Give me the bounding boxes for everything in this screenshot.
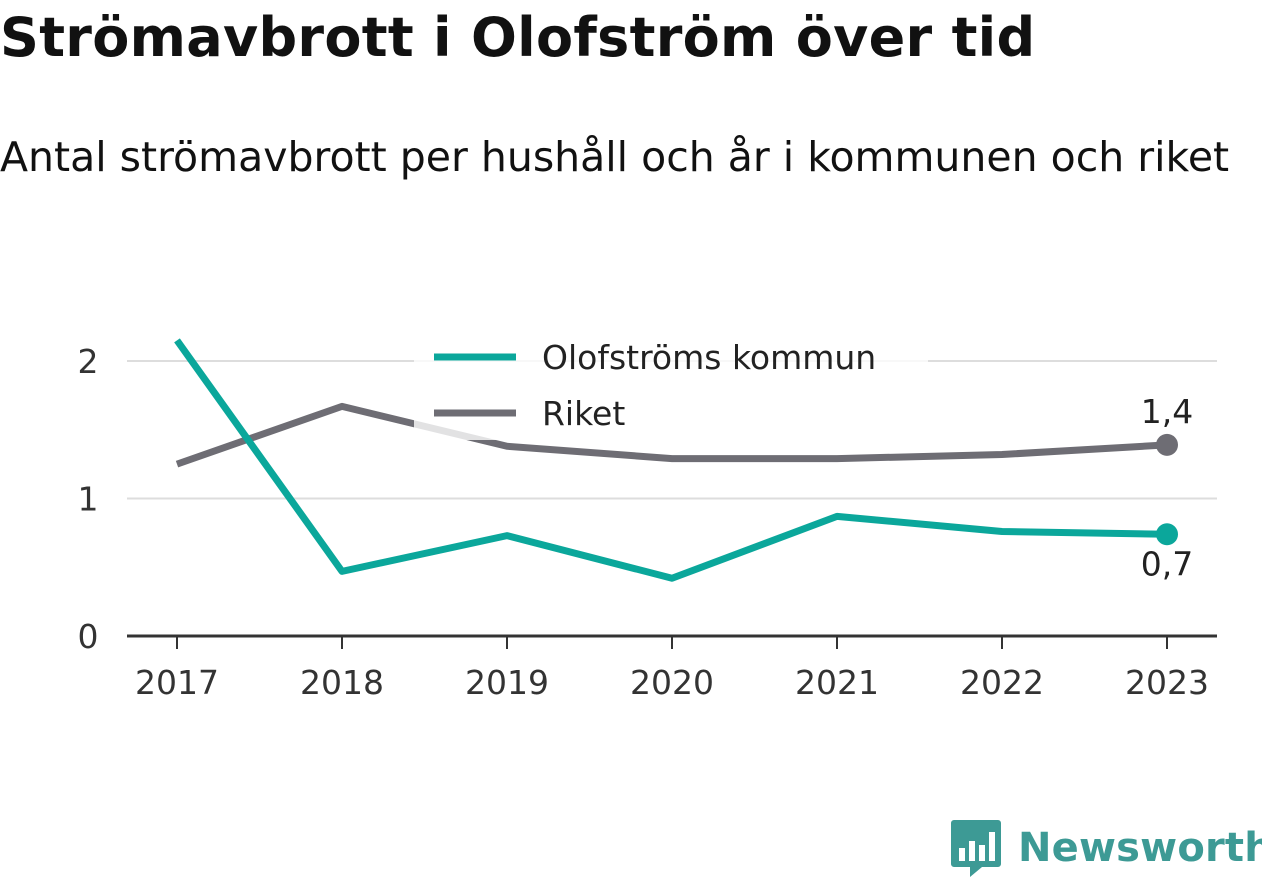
y-tick-label: 0 <box>78 617 99 656</box>
series-lines <box>174 338 1168 582</box>
newsworthy-chart-logo-icon <box>951 820 1001 877</box>
x-tick-label: 2023 <box>1125 663 1209 702</box>
series-endpoint-dot <box>1156 433 1178 456</box>
newsworthy-brand: Newsworthy <box>950 818 1262 878</box>
y-tick-label: 1 <box>78 480 99 519</box>
x-tick-label: 2018 <box>300 663 384 702</box>
x-axis-labels: 2017 2018 2019 2020 2021 2022 2023 <box>135 663 1209 702</box>
legend-label: Riket <box>542 394 625 433</box>
brand-name: Newsworthy <box>1018 825 1262 871</box>
legend-label: Olofströms kommun <box>542 338 876 377</box>
x-tick-label: 2017 <box>135 663 219 702</box>
series-line-1 <box>175 402 1168 468</box>
series-endpoint-dot <box>1156 523 1178 546</box>
chart-title: Strömavbrott i Olofström över tid <box>0 6 1036 69</box>
y-tick-label: 2 <box>78 342 99 381</box>
series-endpoints: 0,7 1,4 <box>1141 392 1193 583</box>
y-axis-labels: 0 1 2 <box>78 342 99 656</box>
series-end-label: 0,7 <box>1141 544 1193 583</box>
x-tick-label: 2020 <box>630 663 714 702</box>
x-tick-label: 2019 <box>465 663 549 702</box>
legend: Olofströms kommun Riket <box>414 330 928 440</box>
series-end-label: 1,4 <box>1141 392 1193 431</box>
series-line-0 <box>174 338 1168 582</box>
x-tick-label: 2021 <box>795 663 879 702</box>
chart-subtitle: Antal strömavbrott per hushåll och år i … <box>0 133 1230 181</box>
x-tick-label: 2022 <box>960 663 1044 702</box>
x-axis <box>127 634 1217 649</box>
